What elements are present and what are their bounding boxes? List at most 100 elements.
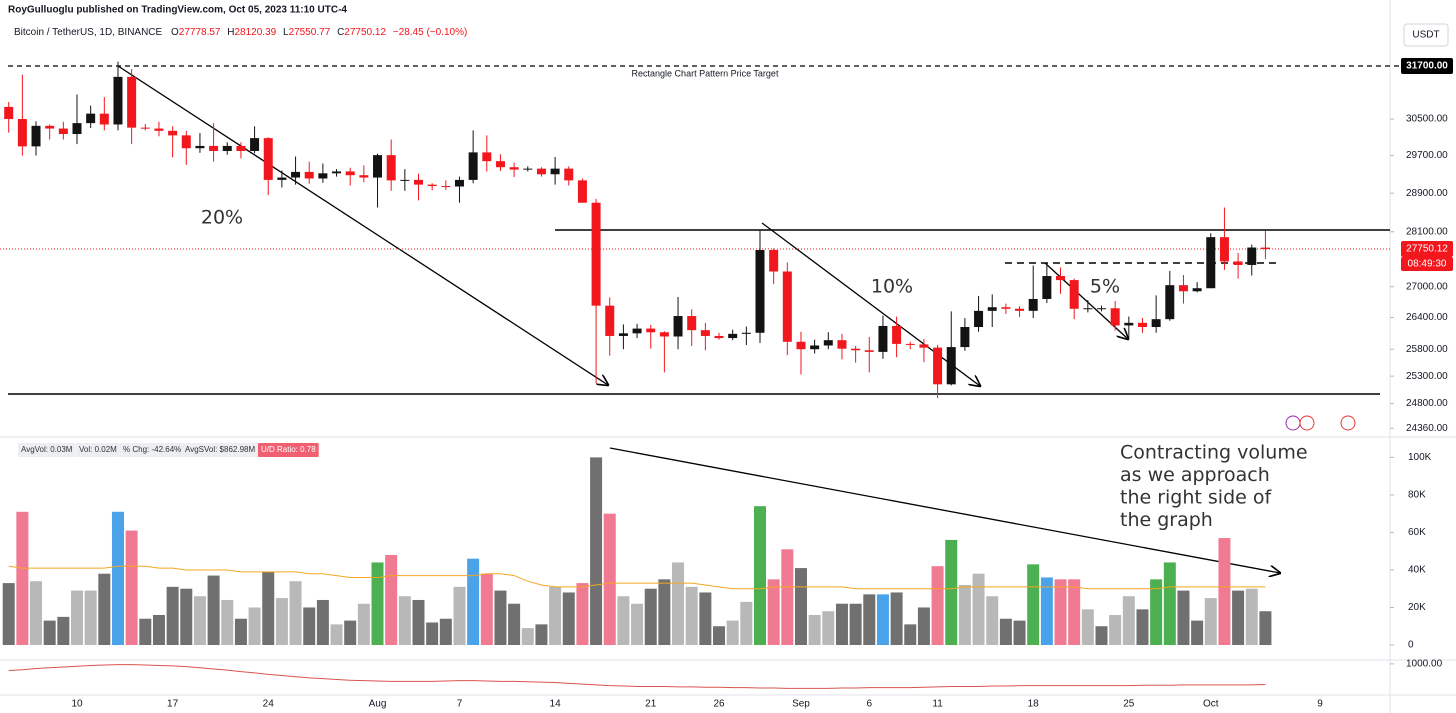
x-tick-label: 14 [550, 699, 562, 710]
currency-button[interactable] [1403, 23, 1449, 47]
target-label: 31700.00 [1406, 61, 1448, 72]
x-tick-label: Aug [369, 699, 387, 710]
volume-bar [1109, 614, 1122, 645]
volume-bar [1081, 609, 1094, 645]
candle-body [837, 340, 847, 349]
volume-y-tick-label: 0 [1408, 640, 1414, 651]
countdown: 08:49:30 [1408, 259, 1447, 270]
volume-bar [453, 586, 466, 645]
y-tick-label: 24800.00 [1406, 398, 1448, 409]
candle-body [1247, 247, 1257, 265]
candle-body [687, 316, 697, 331]
candle-body [1110, 308, 1120, 326]
volume-bar [672, 562, 685, 645]
ohlc-value: 28120.39 [235, 27, 277, 38]
volume-bar [494, 590, 507, 645]
candle-body [1219, 237, 1229, 262]
candle-body [181, 135, 191, 149]
candle-body [1056, 276, 1066, 281]
volume-bar [385, 554, 398, 645]
x-tick-label: 9 [1317, 699, 1323, 710]
annotation: 10% [871, 276, 913, 298]
volume-legend-box [182, 443, 259, 457]
volume-bar [1013, 620, 1026, 645]
volume-bar [1136, 609, 1149, 645]
volume-bar [467, 558, 480, 645]
candle-body [987, 307, 997, 311]
candle-body [441, 186, 451, 188]
y-tick-label: 28100.00 [1406, 226, 1448, 237]
icon[interactable] [1340, 415, 1356, 431]
volume-legend-box [76, 443, 120, 457]
symbol: Bitcoin / TetherUS, 1D, BINANCE [14, 27, 163, 38]
candle-body [1124, 322, 1134, 326]
x-tick-label: 26 [713, 699, 725, 710]
candle-body [919, 344, 929, 348]
candle-body [864, 350, 874, 352]
y-tick-label: 27000.00 [1406, 281, 1448, 292]
candle-body [468, 152, 478, 180]
y-tick-label: 25800.00 [1406, 344, 1448, 355]
candle-body [714, 335, 724, 339]
ohlc-key: H [227, 27, 234, 38]
candle-body [154, 128, 164, 131]
volume-bar [521, 628, 534, 645]
candle-body [168, 130, 178, 136]
volume-bar [876, 594, 889, 645]
y-tick-label: 25300.00 [1406, 371, 1448, 382]
candle-body [1069, 280, 1079, 309]
candle-body [605, 305, 615, 336]
publisher: RoyGulluoglu published on TradingView.co… [8, 5, 347, 16]
candle-body [933, 347, 943, 385]
volume-bar [207, 575, 220, 645]
candle-body [536, 168, 546, 175]
ohlc-key: O [171, 27, 179, 38]
candle-body [1083, 308, 1093, 310]
volume-bar [1218, 538, 1231, 645]
candle-body [1137, 322, 1147, 328]
candle-body [140, 127, 150, 129]
candle-body [1192, 288, 1202, 292]
candle-body [946, 347, 956, 385]
volume-bar [726, 620, 739, 645]
volume-bar [835, 603, 848, 645]
volume-note: the graph [1120, 509, 1213, 531]
currency[interactable]: USDT [1412, 30, 1439, 41]
event-icons [1285, 415, 1356, 431]
volume-bar [986, 596, 999, 645]
volume-bar [576, 583, 589, 645]
candle-body [332, 171, 342, 174]
volume-bar [193, 596, 206, 645]
volume-bar [180, 588, 193, 645]
volume-bar [1259, 611, 1272, 645]
candle-body [892, 325, 902, 344]
volume-bar [234, 618, 247, 645]
volume-note: as we approach [1120, 464, 1270, 486]
volume-ma [8, 565, 1266, 590]
x-tick-label: 25 [1123, 699, 1135, 710]
volume-bar [57, 616, 70, 645]
volume-bar [1163, 562, 1176, 645]
volume-bar [43, 620, 56, 645]
candle-body [414, 179, 423, 185]
volume-y-tick-label: 20K [1408, 602, 1426, 613]
volume-bar [535, 624, 548, 645]
volume-bar [617, 596, 630, 645]
candle-body [1178, 285, 1188, 292]
volume-bar [999, 618, 1012, 645]
candle-body [4, 106, 14, 120]
volume-bar [262, 571, 275, 645]
icon[interactable] [1285, 415, 1301, 431]
ohlc-key: L [283, 27, 289, 38]
candle-body [250, 138, 260, 151]
y-tick-label: 28900.00 [1406, 188, 1448, 199]
annotation: 5% [1090, 276, 1120, 298]
candle-body [974, 310, 984, 328]
icon[interactable] [1299, 415, 1315, 431]
volume-bar [111, 511, 124, 645]
candle-body [755, 250, 765, 333]
volume-bar [917, 607, 930, 645]
volume-bar [2, 583, 15, 645]
candle-body [769, 250, 779, 272]
candle-body [960, 327, 970, 348]
